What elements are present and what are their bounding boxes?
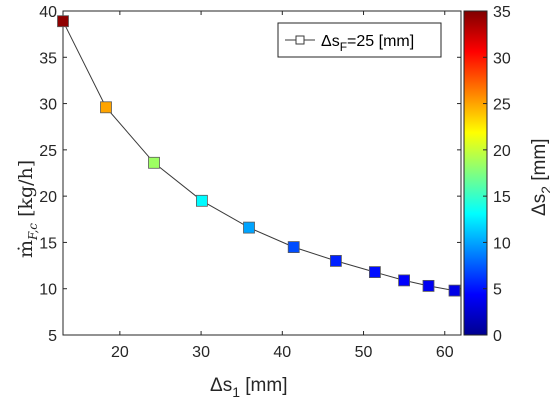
y-tick-label: 20 <box>39 189 57 206</box>
y-tick-label: 10 <box>39 282 57 299</box>
y-tick-label: 15 <box>39 235 57 252</box>
x-tick-label: 40 <box>273 344 291 361</box>
colorbar-tick-label: 20 <box>493 143 511 160</box>
data-point-marker <box>195 194 208 207</box>
data-point-marker <box>368 266 381 279</box>
legend: ΔsF=25 [mm] <box>277 22 442 58</box>
y-tick-label: 35 <box>39 50 57 67</box>
colorbar-tick-label: 10 <box>493 235 511 252</box>
legend-marker-sample <box>295 35 305 45</box>
colorbar-tick-label: 25 <box>493 97 511 114</box>
x-tick-label: 50 <box>355 344 373 361</box>
data-point-marker <box>329 254 342 267</box>
x-tick-label: 60 <box>436 344 454 361</box>
series-markers <box>57 15 461 297</box>
y-axis-label: ṁF,c [kg/h] <box>15 160 40 258</box>
y-axis-ticks: 5 10 15 20 25 30 35 40 <box>39 4 461 345</box>
y-tick-label: 25 <box>39 143 57 160</box>
colorbar-tick-label: 35 <box>493 4 511 21</box>
x-tick-label: 20 <box>111 344 129 361</box>
y-tick-label: 5 <box>48 328 57 345</box>
data-point-marker <box>398 274 411 287</box>
y-tick-label: 30 <box>39 97 57 114</box>
plot-area <box>62 10 462 336</box>
colorbar-label: Δs2 [mm] <box>529 139 550 217</box>
colorbar-gradient <box>463 10 488 336</box>
data-point-marker <box>422 279 435 292</box>
legend-label: ΔsF=25 [mm] <box>321 33 414 54</box>
colorbar-tick-label: 5 <box>493 282 502 299</box>
x-axis-ticks: 20 30 40 50 60 <box>111 11 454 361</box>
data-point-marker <box>100 101 112 114</box>
colorbar-tick-label: 15 <box>493 189 511 206</box>
y-tick-label: 40 <box>39 4 57 21</box>
data-point-marker <box>448 284 461 297</box>
colorbar-ticks: 0 5 10 15 20 25 30 35 <box>483 4 511 345</box>
colorbar-tick-label: 0 <box>493 328 502 345</box>
x-tick-label: 30 <box>192 344 210 361</box>
data-point-marker <box>148 156 160 169</box>
data-point-marker <box>243 221 255 234</box>
x-axis-label: Δs1 [mm] <box>210 375 288 400</box>
data-point-marker <box>287 241 300 254</box>
data-point-marker <box>57 15 69 28</box>
colorbar: 0 5 10 15 20 25 30 35 Δs2 [mm] <box>463 4 550 345</box>
colorbar-tick-label: 30 <box>493 50 511 67</box>
